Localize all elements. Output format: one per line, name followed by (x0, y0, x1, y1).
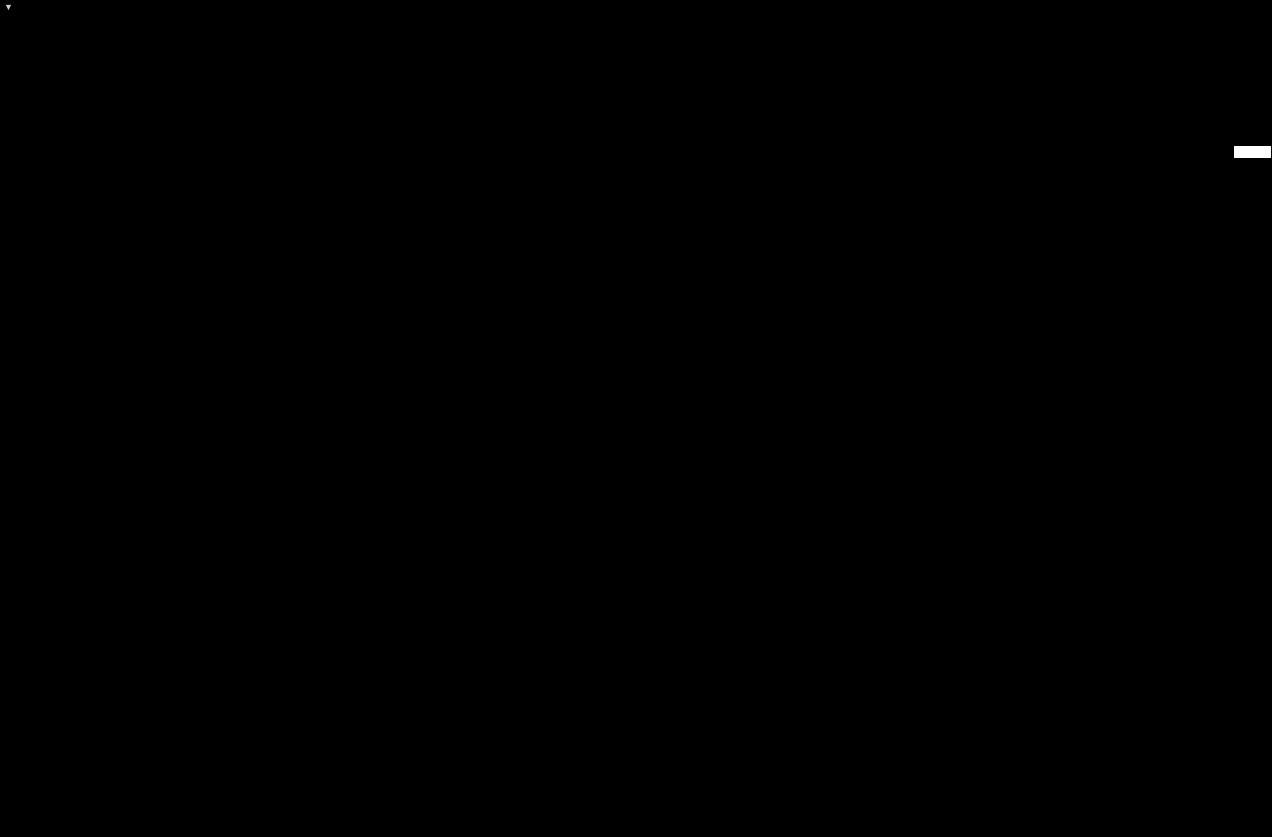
symbol-dropdown-icon[interactable]: ▼ (4, 2, 13, 12)
current-price-marker (1234, 146, 1271, 158)
